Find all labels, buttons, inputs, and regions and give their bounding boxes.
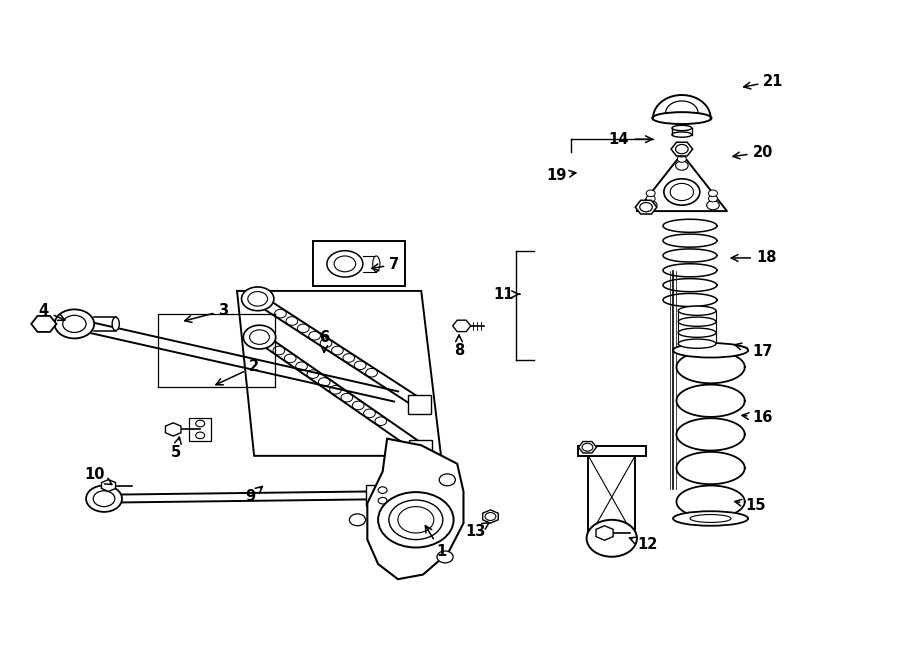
- Ellipse shape: [679, 339, 716, 348]
- Circle shape: [439, 474, 455, 486]
- Ellipse shape: [690, 514, 731, 522]
- FancyBboxPatch shape: [313, 241, 405, 286]
- Polygon shape: [32, 316, 57, 332]
- Text: 21: 21: [743, 73, 784, 89]
- Polygon shape: [636, 154, 727, 211]
- Polygon shape: [596, 525, 613, 540]
- Text: 10: 10: [85, 467, 112, 485]
- Circle shape: [646, 195, 655, 202]
- Circle shape: [708, 195, 717, 202]
- Polygon shape: [409, 440, 432, 459]
- Circle shape: [706, 200, 719, 210]
- Text: 15: 15: [734, 498, 766, 513]
- Text: 1: 1: [426, 525, 446, 559]
- Circle shape: [55, 309, 94, 338]
- Ellipse shape: [673, 511, 748, 525]
- Ellipse shape: [673, 343, 748, 358]
- Polygon shape: [408, 395, 431, 414]
- Circle shape: [327, 251, 363, 277]
- Circle shape: [708, 190, 717, 196]
- Polygon shape: [366, 485, 394, 506]
- Text: 11: 11: [494, 287, 519, 301]
- Polygon shape: [653, 95, 711, 118]
- Ellipse shape: [672, 126, 692, 131]
- Ellipse shape: [679, 306, 716, 315]
- Text: 4: 4: [39, 303, 65, 321]
- Polygon shape: [671, 142, 693, 156]
- Ellipse shape: [679, 328, 716, 337]
- Polygon shape: [367, 439, 464, 579]
- Text: 13: 13: [465, 523, 489, 539]
- Ellipse shape: [112, 317, 120, 330]
- FancyBboxPatch shape: [578, 446, 646, 456]
- Text: 9: 9: [246, 486, 263, 504]
- Text: 2: 2: [216, 360, 259, 385]
- Text: 20: 20: [733, 145, 773, 160]
- Circle shape: [646, 190, 655, 196]
- Circle shape: [678, 151, 687, 157]
- Circle shape: [587, 520, 637, 557]
- Polygon shape: [166, 423, 181, 436]
- Polygon shape: [482, 510, 499, 523]
- Text: 6: 6: [320, 330, 329, 352]
- Text: 8: 8: [454, 335, 464, 358]
- Text: 18: 18: [732, 251, 777, 266]
- Ellipse shape: [373, 256, 380, 272]
- Text: 12: 12: [629, 537, 658, 553]
- Polygon shape: [189, 418, 211, 442]
- Polygon shape: [102, 480, 115, 491]
- Ellipse shape: [679, 317, 716, 327]
- Text: 17: 17: [734, 343, 773, 359]
- Ellipse shape: [652, 112, 712, 124]
- Text: 16: 16: [742, 410, 773, 425]
- FancyBboxPatch shape: [589, 456, 635, 538]
- Circle shape: [644, 200, 657, 210]
- Text: 3: 3: [184, 303, 229, 323]
- Ellipse shape: [672, 132, 692, 137]
- Circle shape: [86, 486, 122, 512]
- Polygon shape: [635, 200, 657, 214]
- Text: 5: 5: [171, 437, 181, 460]
- Polygon shape: [579, 442, 597, 453]
- Text: 7: 7: [372, 257, 400, 272]
- Circle shape: [349, 514, 365, 525]
- Circle shape: [241, 287, 274, 311]
- Circle shape: [664, 178, 700, 205]
- Circle shape: [676, 161, 688, 171]
- Polygon shape: [453, 320, 471, 332]
- Circle shape: [243, 325, 275, 349]
- Text: 19: 19: [545, 168, 576, 183]
- Circle shape: [378, 492, 454, 547]
- Text: 14: 14: [608, 132, 652, 147]
- Circle shape: [678, 156, 687, 163]
- Circle shape: [437, 551, 453, 563]
